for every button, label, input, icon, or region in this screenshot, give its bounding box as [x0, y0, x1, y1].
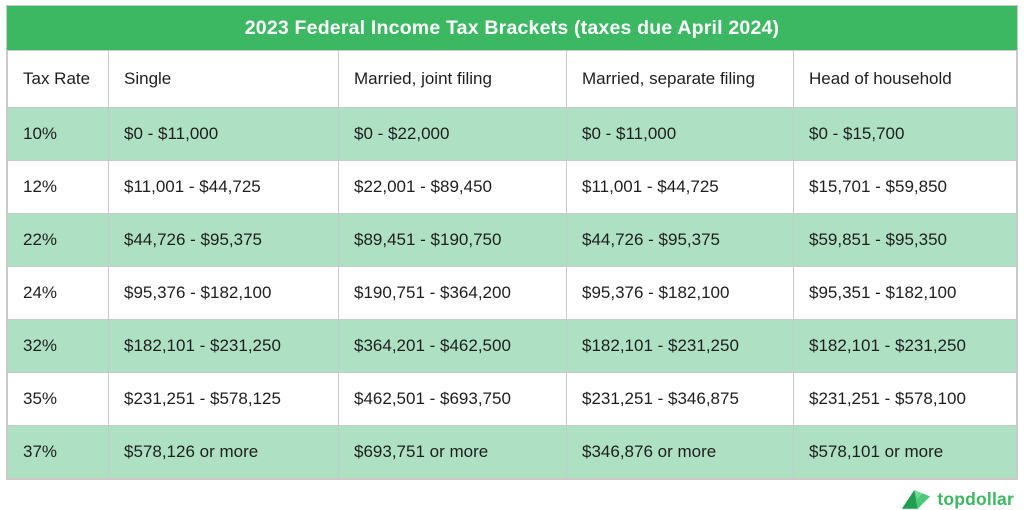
table-row: 35% $231,251 - $578,125 $462,501 - $693,75… [7, 372, 1017, 426]
table-body: 10% $0 - $11,000 $0 - $22,000 $0 - $11,000 $… [7, 107, 1017, 479]
table-cell: 24% [7, 266, 109, 320]
table-row: 37% $578,126 or more $693,751 or more $346,… [7, 425, 1017, 479]
column-header: Married, separate filing [566, 50, 794, 108]
table-cell: $182,101 - $231,250 [793, 319, 1017, 373]
table-cell: $182,101 - $231,250 [566, 319, 794, 373]
tax-brackets-table: Tax Rate Single Married, joint filing Marri… [7, 50, 1017, 479]
table-cell: 37% [7, 425, 109, 479]
column-header: Tax Rate [7, 50, 109, 108]
table-cell: $462,501 - $693,750 [338, 372, 567, 426]
table-row: 12% $11,001 - $44,725 $22,001 - $89,450 $11… [7, 160, 1017, 214]
table-cell: $95,351 - $182,100 [793, 266, 1017, 320]
table-cell: $15,701 - $59,850 [793, 160, 1017, 214]
table-cell: 10% [7, 107, 109, 161]
table-cell: $693,751 or more [338, 425, 567, 479]
table-cell: $182,101 - $231,250 [108, 319, 339, 373]
table-cell: $346,876 or more [566, 425, 794, 479]
table-cell: $578,101 or more [793, 425, 1017, 479]
table-cell: $0 - $15,700 [793, 107, 1017, 161]
title-bar: 2023 Federal Income Tax Brackets (taxes … [7, 6, 1017, 50]
table-cell: $578,126 or more [108, 425, 339, 479]
table-cell: $11,001 - $44,725 [566, 160, 794, 214]
table-cell: $231,251 - $578,100 [793, 372, 1017, 426]
column-header: Married, joint filing [338, 50, 567, 108]
table-cell: $44,726 - $95,375 [566, 213, 794, 267]
table-row: 10% $0 - $11,000 $0 - $22,000 $0 - $11,000 $… [7, 107, 1017, 161]
topdollar-logo-text: topdollar [937, 488, 1014, 509]
table-header: Tax Rate Single Married, joint filing Marri… [7, 50, 1017, 108]
table-cell: $89,451 - $190,750 [338, 213, 567, 267]
page-title: 2023 Federal Income Tax Brackets (taxes … [244, 16, 780, 39]
column-header: Head of household [793, 50, 1017, 108]
table-cell: $0 - $11,000 [566, 107, 794, 161]
table-cell: $231,251 - $346,875 [566, 372, 794, 426]
table-cell: $190,751 - $364,200 [338, 266, 567, 320]
table-cell: $0 - $22,000 [338, 107, 567, 161]
table-cell: $0 - $11,000 [108, 107, 339, 161]
table-cell: $364,201 - $462,500 [338, 319, 567, 373]
table-cell: $231,251 - $578,125 [108, 372, 339, 426]
table-cell: $11,001 - $44,725 [108, 160, 339, 214]
table-cell: $44,726 - $95,375 [108, 213, 339, 267]
table-row: 22% $44,726 - $95,375 $89,451 - $190,750 $4… [7, 213, 1017, 267]
table-cell: 22% [7, 213, 109, 267]
table-cell: $95,376 - $182,100 [108, 266, 339, 320]
table-cell: $22,001 - $89,450 [338, 160, 567, 214]
footer: topdollar [6, 480, 1018, 510]
table-cell: 32% [7, 319, 109, 373]
tax-table-card: 2023 Federal Income Tax Brackets (taxes … [6, 5, 1018, 480]
table-cell: 12% [7, 160, 109, 214]
table-row: 24% $95,376 - $182,100 $190,751 - $364,200… [7, 266, 1017, 320]
table-cell: $95,376 - $182,100 [566, 266, 794, 320]
table-header-row: Tax Rate Single Married, joint filing Marri… [7, 50, 1017, 108]
topdollar-logo: topdollar [901, 487, 1014, 510]
table-row: 32% $182,101 - $231,250 $364,201 - $462,50… [7, 319, 1017, 373]
column-header: Single [108, 50, 339, 108]
table-cell: $59,851 - $95,350 [793, 213, 1017, 267]
table-cell: 35% [7, 372, 109, 426]
topdollar-logo-icon [902, 490, 931, 509]
